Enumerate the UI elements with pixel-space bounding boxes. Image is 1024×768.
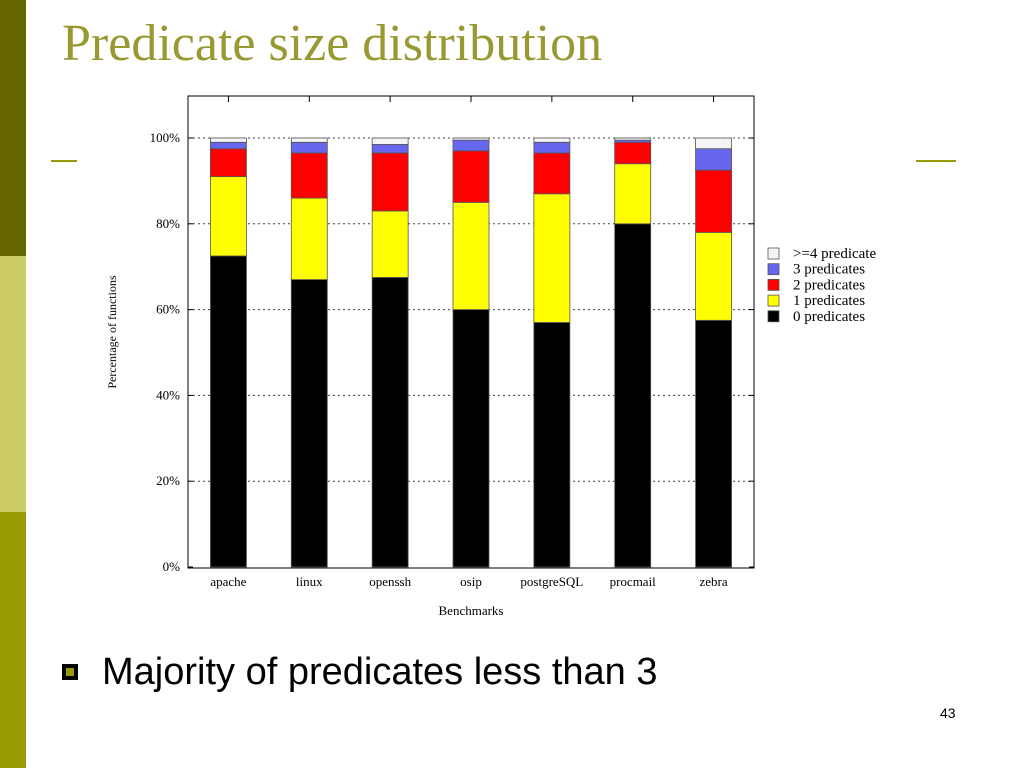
y-tick-label: 0% <box>163 559 181 574</box>
bar-segment <box>452 137 490 141</box>
bar-segment <box>695 319 732 568</box>
bar-segment <box>290 197 328 280</box>
y-tick-label: 40% <box>156 387 180 402</box>
sidebar-stripe <box>0 0 26 768</box>
x-tick-label: procmail <box>610 574 657 589</box>
bullet-text: Majority of predicates less than 3 <box>102 651 658 693</box>
x-tick-label: linux <box>296 574 323 589</box>
x-axis-label: Benchmarks <box>439 603 504 618</box>
page-number: 43 <box>940 705 956 721</box>
stacked-bar-chart: 0% 20% 40% 60% 80% 100% apache linux openssh osip… <box>105 95 876 618</box>
bar-segment <box>290 137 328 143</box>
x-tick-label: zebra <box>700 574 728 589</box>
bar-segment <box>614 163 652 225</box>
sidebar-segment-dark <box>0 0 26 256</box>
bar-segment <box>614 141 652 165</box>
bar-segment <box>290 152 328 199</box>
y-axis-label: Percentage of functions <box>105 275 119 389</box>
bullet-square-fill <box>66 668 74 676</box>
y-tick-label: 20% <box>156 473 180 488</box>
bar-segment <box>452 139 490 152</box>
legend-label: >=4 predicate <box>793 246 876 262</box>
legend-swatch <box>767 310 780 323</box>
bar-segment <box>695 231 732 321</box>
bar-segment <box>533 193 571 323</box>
y-tick-label: 100% <box>150 130 181 145</box>
bar-segment <box>452 201 490 310</box>
accent-line-left <box>51 160 77 162</box>
bar-segment <box>210 255 247 568</box>
bar-segment <box>210 141 247 150</box>
bar-segment <box>371 144 409 154</box>
bar-segment <box>614 137 652 141</box>
legend-swatch <box>767 263 780 276</box>
bar-segment <box>695 148 732 171</box>
bar-segment <box>695 137 732 150</box>
bar-segment <box>695 169 732 233</box>
bullet-square-icon <box>62 664 78 680</box>
legend-swatch <box>767 247 780 260</box>
x-tick-label: osip <box>460 574 482 589</box>
bar-segment <box>533 152 571 195</box>
legend-label: 2 predicates <box>793 277 865 293</box>
legend-label: 0 predicates <box>793 309 865 325</box>
sidebar-segment-mid <box>0 512 26 768</box>
accent-line-right <box>916 160 956 162</box>
y-tick-label: 80% <box>156 216 180 231</box>
sidebar-segment-light <box>0 256 26 512</box>
legend-swatch <box>767 278 780 291</box>
bar-segment <box>290 141 328 154</box>
bar-segment <box>371 152 409 212</box>
bar-segment <box>371 277 409 568</box>
bar-segment <box>533 141 571 154</box>
bar-segment <box>210 137 247 143</box>
bar-segment <box>210 148 247 178</box>
bar-segment <box>290 279 328 568</box>
bar-segment <box>452 150 490 203</box>
bar-segment <box>614 223 652 568</box>
bar-segment <box>533 137 571 143</box>
bar-segment <box>371 137 409 145</box>
slide-title: Predicate size distribution <box>62 15 603 72</box>
y-tick-label: 60% <box>156 302 180 317</box>
legend-swatch <box>767 294 780 307</box>
bar-segment <box>452 309 490 568</box>
bar-segment <box>210 176 247 257</box>
bar-segment <box>371 210 409 278</box>
bar-segment <box>533 322 571 568</box>
x-tick-label: openssh <box>369 574 411 589</box>
x-tick-label: postgreSQL <box>520 574 583 589</box>
legend-label: 1 predicates <box>793 293 865 309</box>
x-tick-label: apache <box>210 574 246 589</box>
legend-label: 3 predicates <box>793 262 865 278</box>
